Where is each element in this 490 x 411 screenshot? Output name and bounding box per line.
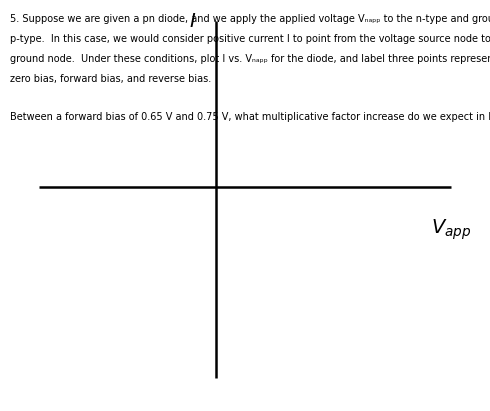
Text: ground node.  Under these conditions, plot I vs. Vₙₐₚₚ for the diode, and label : ground node. Under these conditions, plo… — [10, 54, 490, 64]
Text: p-type.  In this case, we would consider positive current I to point from the vo: p-type. In this case, we would consider … — [10, 34, 490, 44]
Text: 5. Suppose we are given a pn diode, and we apply the applied voltage Vₙₐₚₚ to th: 5. Suppose we are given a pn diode, and … — [10, 14, 490, 24]
Text: $I$: $I$ — [189, 12, 196, 31]
Text: $V_{app}$: $V_{app}$ — [431, 218, 471, 242]
Text: zero bias, forward bias, and reverse bias.: zero bias, forward bias, and reverse bia… — [10, 74, 211, 83]
Text: Between a forward bias of 0.65 V and 0.75 V, what multiplicative factor increase: Between a forward bias of 0.65 V and 0.7… — [10, 112, 490, 122]
